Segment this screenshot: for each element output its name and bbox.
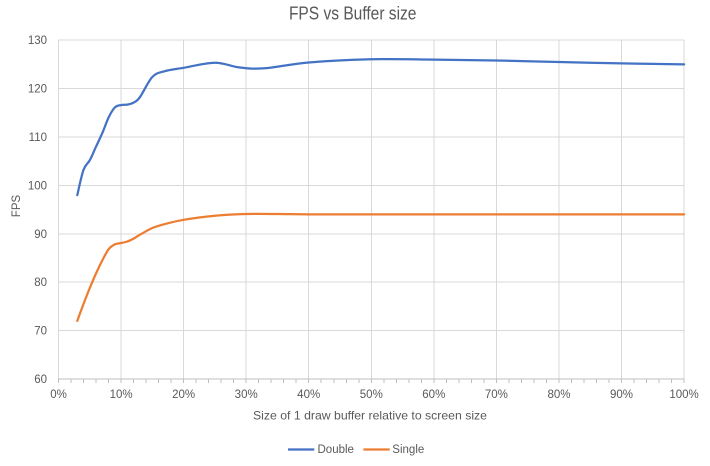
svg-text:100: 100	[28, 180, 47, 192]
svg-text:10%: 10%	[110, 389, 133, 401]
svg-text:110: 110	[29, 132, 47, 144]
svg-text:50%: 50%	[360, 389, 383, 401]
svg-text:130: 130	[28, 35, 47, 47]
svg-text:40%: 40%	[297, 389, 320, 401]
svg-text:90: 90	[34, 229, 47, 241]
svg-text:Double: Double	[318, 444, 354, 456]
svg-text:FPS: FPS	[11, 194, 23, 217]
svg-text:70%: 70%	[485, 389, 508, 401]
svg-text:30%: 30%	[235, 389, 258, 401]
svg-text:60%: 60%	[422, 389, 445, 401]
svg-text:Size of 1 draw buffer relative: Size of 1 draw buffer relative to screen…	[253, 409, 487, 423]
svg-text:0%: 0%	[50, 389, 67, 401]
svg-text:80%: 80%	[547, 389, 570, 401]
svg-text:80: 80	[34, 277, 47, 289]
svg-text:Single: Single	[392, 444, 424, 456]
svg-text:FPS vs Buffer size: FPS vs Buffer size	[289, 3, 417, 23]
svg-text:120: 120	[28, 84, 47, 96]
svg-text:60: 60	[34, 374, 47, 386]
svg-text:20%: 20%	[172, 389, 195, 401]
svg-text:100%: 100%	[669, 389, 698, 401]
svg-text:90%: 90%	[610, 389, 633, 401]
svg-text:70: 70	[34, 326, 47, 338]
